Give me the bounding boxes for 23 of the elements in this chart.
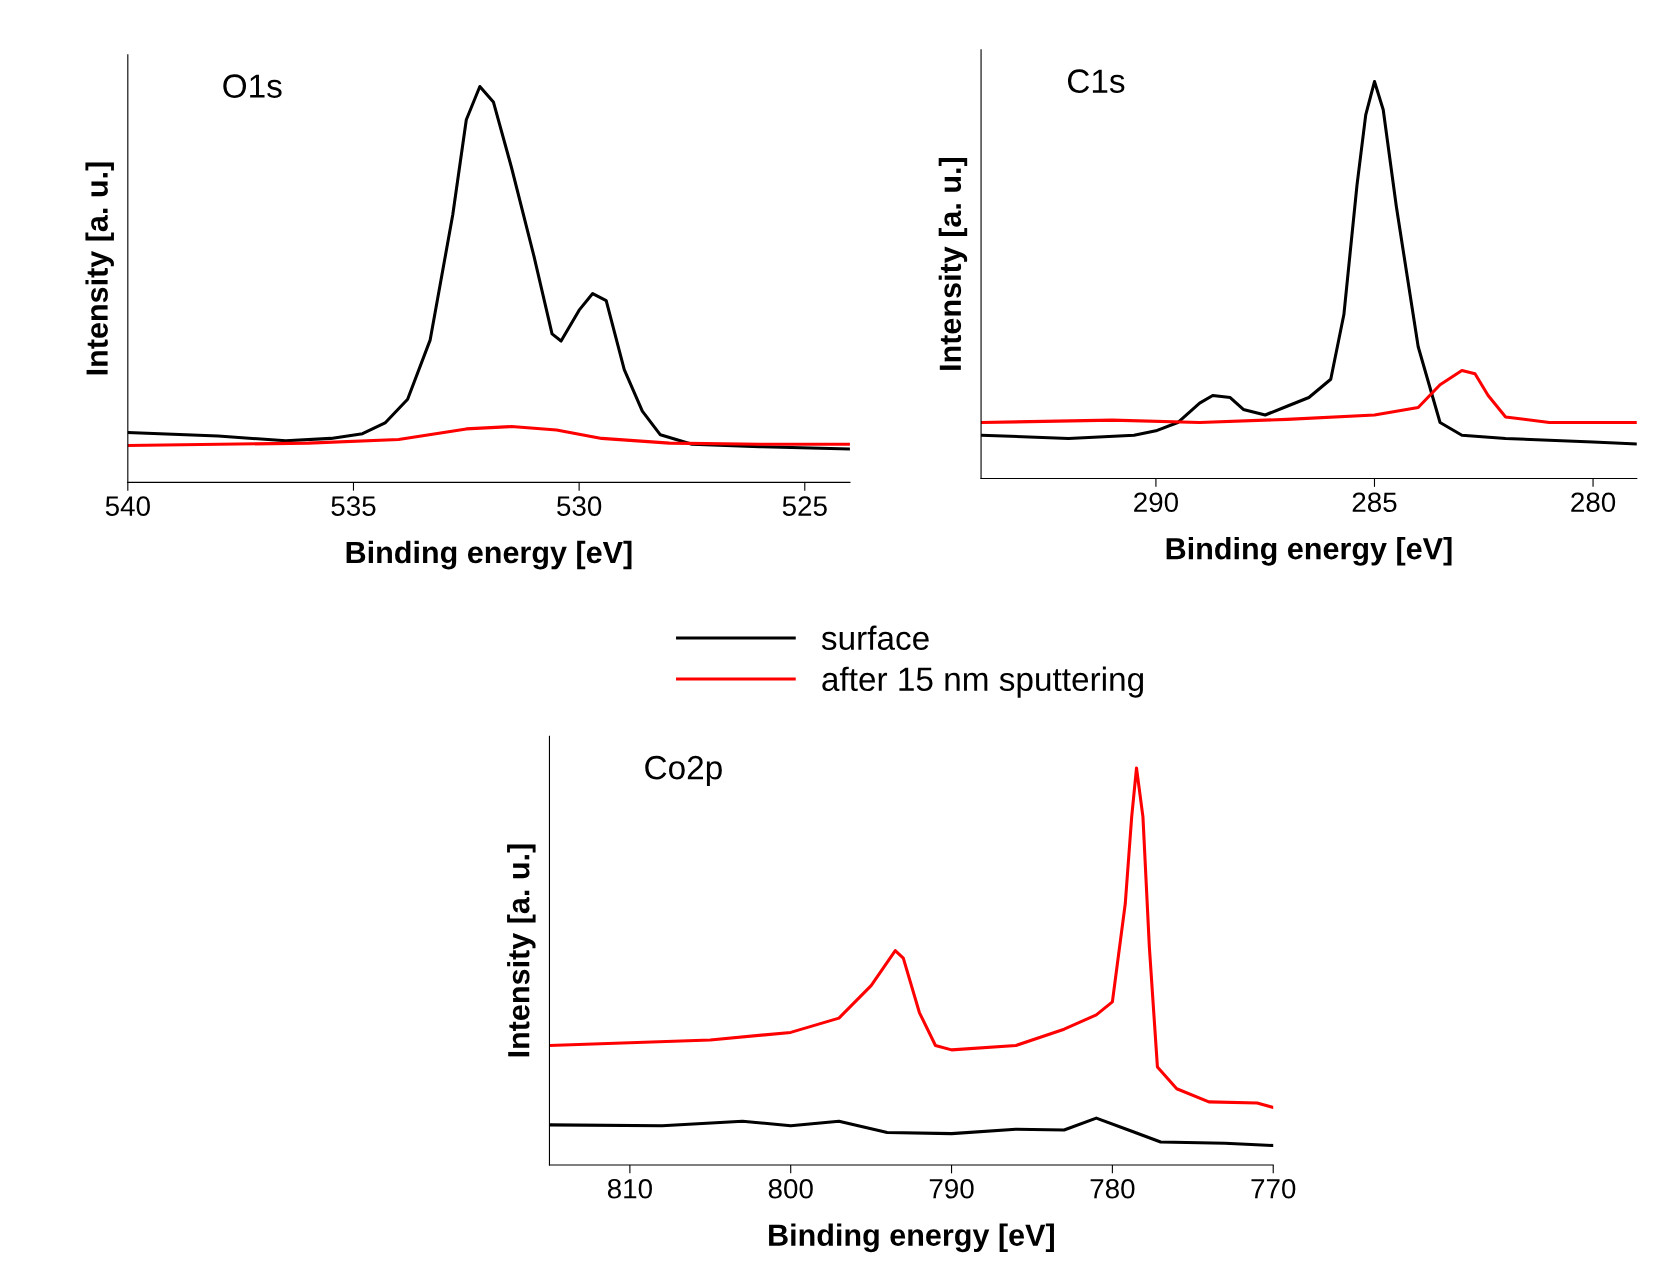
x-tick-label: 800 [768,1178,813,1199]
x-tick-label: 285 [1352,492,1397,513]
x-axis-title: Binding energy [eV] [769,1223,1054,1253]
x-tick-label: 525 [782,496,827,516]
y-axis-title: Intensity [a. u.] [85,162,114,375]
y-axis-title: Intensity [a. u.] [507,844,536,1057]
x-tick-label: 530 [557,496,602,516]
annotation: O1s [223,74,282,98]
x-tick-label: 810 [607,1178,652,1199]
x-tick-label: 290 [1134,492,1178,513]
annotation: C1s [1067,69,1125,93]
y-axis-title: Intensity [a. u.] [938,158,968,370]
legend-label: surface [821,625,929,651]
legend-label: after 15 nm sputtering [822,666,1143,698]
x-axis-title: Binding energy [eV] [346,540,632,570]
x-axis-title: Binding energy [eV] [1166,537,1452,566]
annotation: Co2p [645,755,722,787]
x-tick-label: 535 [331,496,376,516]
x-tick-label: 540 [105,496,150,516]
x-tick-label: 770 [1251,1178,1296,1199]
x-tick-label: 280 [1571,492,1616,513]
x-tick-label: 780 [1090,1178,1135,1199]
x-tick-label: 790 [929,1178,974,1199]
